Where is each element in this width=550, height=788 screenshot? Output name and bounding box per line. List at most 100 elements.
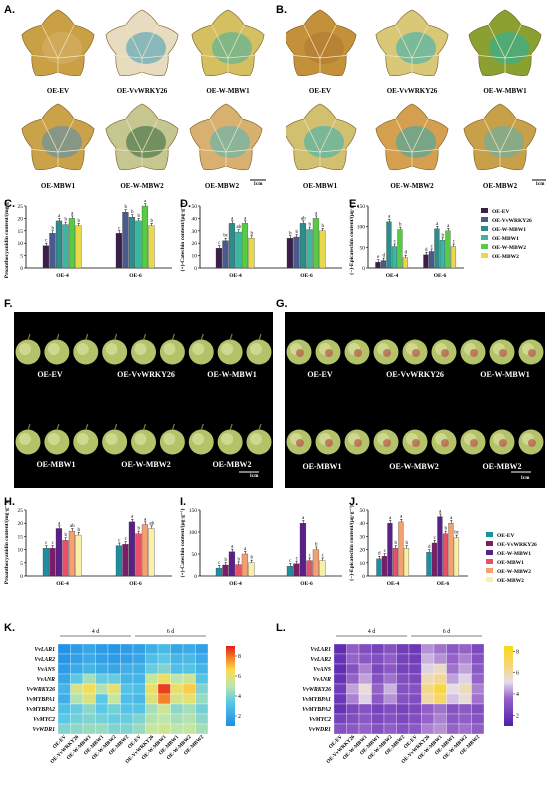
y-tick-label: 5: [20, 561, 23, 567]
bar-chart-c: 0 5 10 15 20 25 Proanthocyanidin content/(mg·g…: [3, 200, 172, 279]
significance-letter: b: [52, 226, 55, 231]
bar: [241, 223, 249, 269]
bar: [135, 533, 142, 577]
grape-berry: [44, 423, 70, 455]
bar: [248, 562, 255, 577]
grape-photo-f: [14, 312, 273, 488]
heatmap-cell: [458, 713, 472, 725]
heatmap-cell: [132, 723, 146, 735]
heatmap-cell: [182, 643, 196, 655]
heatmap-cell: [433, 683, 447, 695]
y-axis-label: (+)-Catechin content/(μg·g⁻¹): [179, 202, 186, 271]
x-tick-label: OE-6: [434, 273, 447, 279]
heatmap-cell: [433, 673, 447, 685]
bar: [423, 254, 429, 269]
heatmap-cell: [358, 643, 372, 655]
significance-letter: b: [309, 223, 312, 228]
heatmap-cell: [132, 663, 146, 675]
heatmap-cell: [107, 723, 121, 735]
bar: [141, 205, 149, 269]
grape-berry: [15, 333, 41, 365]
heatmap-cell: [82, 723, 96, 735]
grape-berry: [188, 333, 214, 365]
heatmap-cell: [107, 643, 121, 655]
heatmap-cell: [145, 643, 159, 655]
heatmap-cell: [396, 653, 410, 665]
y-tick-label: 10: [192, 254, 198, 260]
heatmap-cell: [458, 663, 472, 675]
grape-g-scale-label: 1cm: [520, 476, 530, 481]
significance-letter: a: [388, 215, 391, 220]
heatmap-cell: [433, 713, 447, 725]
legend-item: OE-W-MBW1: [481, 226, 526, 233]
heatmap-cell: [157, 653, 171, 665]
heatmap-row-label: VvANS: [313, 667, 331, 673]
legend-swatch: [486, 577, 493, 582]
bar: [235, 564, 242, 577]
bar: [75, 534, 82, 577]
heatmap-cell: [333, 653, 347, 665]
significance-letter: c: [296, 557, 299, 562]
significance-letter: e: [377, 255, 380, 260]
leaf-a-caption: OE-VvWRKY26: [116, 87, 168, 95]
significance-letter: ab: [301, 216, 306, 221]
heatmap-cell: [471, 693, 485, 705]
heatmap-cell: [70, 643, 84, 655]
heatmap-cell: [383, 683, 397, 695]
heatmap-cell: [132, 673, 146, 685]
y-tick-label: 30: [360, 534, 366, 540]
significance-letter: b: [138, 214, 141, 219]
legend-item: OE-MBW1: [486, 559, 524, 566]
x-tick-label: OE-4: [56, 273, 69, 279]
heatmap-cell: [195, 663, 209, 675]
significance-letter: c: [434, 536, 437, 541]
heatmap-cell: [383, 643, 397, 655]
grape-f-caption: OE-VvWRKY26: [117, 370, 175, 379]
heatmap-cell: [182, 653, 196, 665]
y-tick-label: 10: [360, 561, 366, 567]
y-tick-label: 50: [360, 245, 366, 251]
heatmap-cell: [145, 723, 159, 735]
leaf-b-caption: OE-W-MBW1: [483, 87, 527, 95]
heatmap-cell: [458, 703, 472, 715]
heatmap-cell: [157, 703, 171, 715]
y-tick-label: 10: [18, 548, 24, 554]
heatmap-cell: [396, 713, 410, 725]
y-tick-label: 0: [362, 266, 365, 272]
grape-berry: [102, 333, 128, 365]
heatmap-cell: [446, 663, 460, 675]
heatmap-cell: [408, 723, 422, 735]
significance-letter: b: [406, 541, 409, 546]
y-tick-label: 30: [192, 229, 198, 235]
significance-letter: c: [118, 539, 121, 544]
bar: [453, 537, 460, 577]
heatmap-cell: [120, 683, 134, 695]
bar: [141, 524, 149, 577]
significance-letter: b: [138, 527, 141, 532]
heatmap-cell: [471, 723, 485, 735]
bar: [387, 523, 393, 577]
heatmap-cell: [157, 663, 171, 675]
y-tick-label: 50: [360, 508, 366, 514]
heatmap-cell: [70, 713, 84, 725]
leaf-image: [189, 103, 263, 170]
grape-berry: [286, 429, 312, 455]
heatmap-cell: [421, 693, 435, 705]
grape-berry: [159, 333, 185, 365]
heatmap-cell: [446, 653, 460, 665]
bar: [391, 246, 398, 269]
heatmap-cell: [346, 663, 360, 675]
legend-item: OE-VvWRKY26: [481, 217, 532, 224]
group-label: 6 d: [167, 629, 175, 635]
bar: [228, 223, 236, 269]
significance-letter: a: [244, 216, 247, 221]
heatmap-cell: [433, 723, 447, 735]
grape-g-caption: OE-VvWRKY26: [386, 370, 444, 379]
heatmap-cell: [195, 703, 209, 715]
colorbar-tick-label: 8: [238, 654, 241, 660]
heatmap-cell: [346, 713, 360, 725]
significance-letter: b: [399, 223, 402, 228]
heatmap-cell: [421, 713, 435, 725]
legend-label: OE-VvWRKY26: [497, 542, 537, 548]
